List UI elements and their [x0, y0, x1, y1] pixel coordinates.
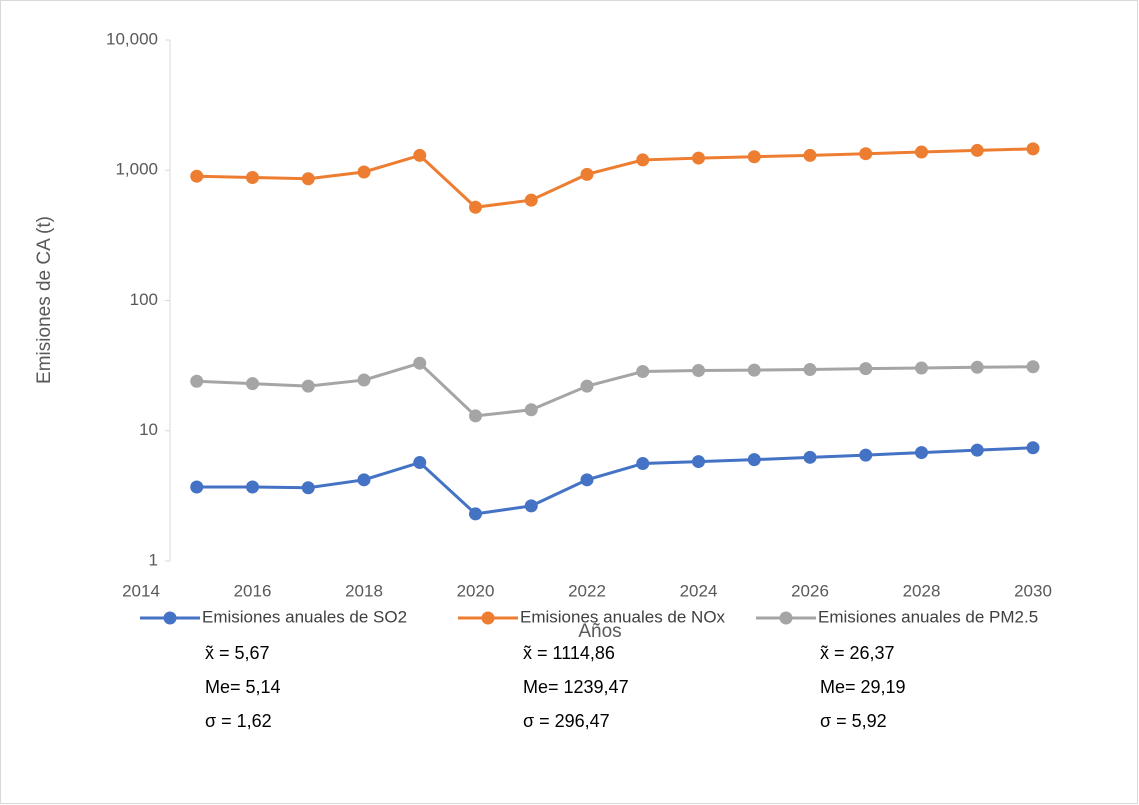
stat-text: Me= 1239,47: [523, 677, 629, 697]
x-tick-label: 2014: [122, 581, 160, 600]
data-point: [859, 362, 873, 376]
data-point: [246, 377, 259, 391]
data-point: [1026, 360, 1040, 374]
data-point: [357, 165, 371, 179]
data-point: [692, 151, 705, 165]
y-tick-label: 10,000: [106, 29, 158, 48]
x-tick-label: 2018: [345, 581, 383, 600]
data-point: [301, 172, 315, 186]
x-axis-title: Años: [578, 621, 621, 642]
data-point: [580, 167, 594, 181]
data-point: [469, 200, 482, 214]
data-point: [636, 365, 650, 379]
legend-marker: [779, 611, 793, 625]
data-point: [413, 356, 427, 370]
data-point: [970, 360, 984, 374]
stat-text: σ = 296,47: [523, 711, 610, 731]
x-tick-label: 2026: [791, 581, 829, 600]
data-point: [636, 457, 650, 471]
stat-text: σ = 1,62: [205, 711, 272, 731]
data-point: [747, 150, 761, 164]
data-point: [357, 473, 371, 487]
y-tick-label: 1: [149, 550, 158, 569]
data-point: [301, 379, 315, 393]
data-point: [524, 499, 538, 513]
legend-label: Emisiones anuales de PM2.5: [818, 607, 1038, 626]
series-line: [196, 361, 1034, 418]
data-point: [190, 169, 204, 183]
data-point: [524, 403, 538, 417]
y-tick-label: 100: [130, 290, 158, 309]
y-axis-title: Emisiones de CA (t): [34, 216, 55, 384]
data-point: [469, 409, 482, 423]
data-point: [692, 455, 705, 469]
data-point: [915, 361, 928, 375]
data-point: [915, 446, 928, 460]
data-point: [803, 148, 817, 162]
legend-marker: [481, 611, 495, 625]
data-point: [915, 145, 928, 159]
series-line: [196, 446, 1034, 516]
data-point: [970, 143, 984, 157]
data-point: [524, 193, 538, 207]
legend-label: Emisiones anuales de SO2: [202, 607, 407, 626]
data-point: [747, 453, 761, 467]
data-point: [803, 363, 817, 377]
stat-text: σ = 5,92: [820, 711, 887, 731]
stat-text: x̃ = 1114,86: [523, 643, 615, 663]
x-tick-label: 2030: [1014, 581, 1052, 600]
data-point: [1026, 142, 1040, 156]
data-point: [357, 373, 371, 387]
data-point: [859, 147, 873, 161]
data-point: [246, 170, 259, 184]
x-tick-label: 2016: [234, 581, 272, 600]
data-point: [580, 379, 594, 393]
x-tick-label: 2024: [680, 581, 718, 600]
data-point: [692, 364, 705, 378]
data-point: [1026, 441, 1040, 455]
data-point: [190, 374, 204, 388]
data-point: [580, 473, 594, 487]
y-tick-label: 10: [139, 420, 158, 439]
legend-label: Emisiones anuales de NOx: [520, 607, 726, 626]
x-tick-label: 2028: [903, 581, 941, 600]
data-point: [747, 363, 761, 377]
data-point: [301, 481, 315, 495]
legend-marker: [163, 611, 177, 625]
stat-text: Me= 29,19: [820, 677, 906, 697]
stat-text: Me= 5,14: [205, 677, 281, 697]
data-point: [469, 507, 482, 521]
stat-text: x̃ = 26,37: [820, 643, 895, 663]
series-line: [196, 147, 1034, 209]
data-point: [413, 456, 427, 470]
stat-text: x̃ = 5,67: [205, 643, 270, 663]
x-tick-label: 2020: [457, 581, 495, 600]
data-point: [803, 450, 817, 464]
y-tick-label: 1,000: [115, 160, 158, 179]
data-point: [190, 480, 204, 494]
data-point: [636, 153, 650, 167]
data-point: [859, 448, 873, 462]
data-point: [246, 480, 259, 494]
x-tick-label: 2022: [568, 581, 606, 600]
data-point: [970, 443, 984, 457]
data-point: [413, 148, 427, 162]
